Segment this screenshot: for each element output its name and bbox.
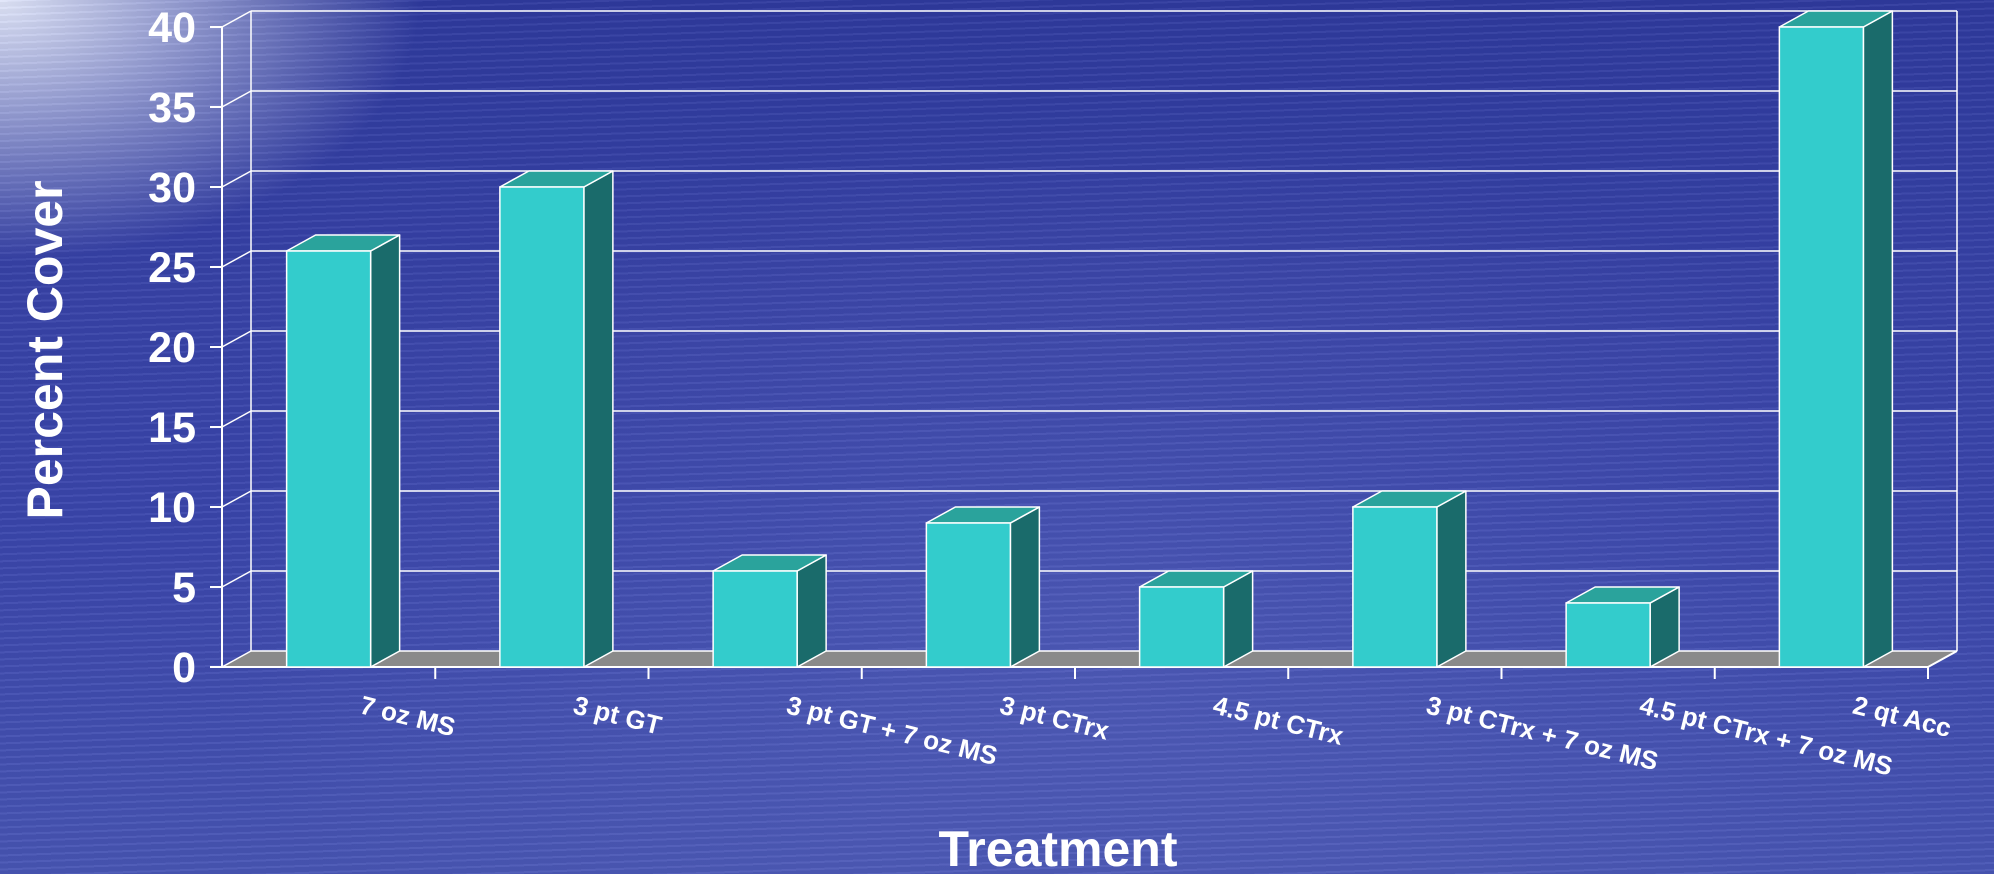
gridline-depth [221,170,252,188]
x-tick-labels: 7 oz MS 3 pt GT 3 pt GT + 7 oz MS3 pt CTrx… [357,690,1954,782]
chart-gridlines [221,10,1958,668]
gridline-depth [221,490,252,508]
bar-front [1138,586,1225,668]
bar-front [1352,506,1438,668]
y-tick-label: 35 [148,84,196,132]
y-tick-label: 10 [148,484,196,532]
bar-side [796,554,827,668]
bar-side [369,234,401,668]
bar [499,170,614,668]
x-axis-title: Treatment [939,821,1178,874]
x-tick-label: 4.5 pt CTrx [1210,690,1347,751]
y-tick-label: 25 [148,244,196,292]
y-tick-label: 5 [172,564,196,612]
x-tick-label: 3 pt GT [570,690,664,741]
chart-bars [285,10,1894,668]
x-tick-label: 3 pt GT + 7 oz MS [784,690,1001,771]
gridline-depth [221,250,252,268]
gridline-depth [221,90,252,108]
bar [1352,490,1467,668]
x-tick-label: 2 qt Acc [1850,690,1954,743]
y-tick-label: 20 [148,324,196,372]
bar [1138,570,1254,668]
y-axis-title: Percent Cover [17,180,73,519]
y-tick-label: 40 [148,4,196,52]
bar-front [712,570,798,668]
x-axis-depth-line [1927,650,1958,668]
gridline-depth [221,570,252,588]
bar-side [583,170,614,668]
floor-plane [222,651,1957,667]
chart-axes [210,26,1958,679]
y-tick-label: 30 [148,164,196,212]
gridline-depth [221,330,252,348]
gridline-depth [221,650,252,668]
x-tick-label: 7 oz MS [357,690,458,743]
bar [925,506,1041,668]
bar-side [1436,490,1467,668]
x-tick-label: 3 pt CTrx + 7 oz MS [1423,690,1661,777]
bar [712,554,827,668]
y-tick-labels: 0 5 10 15 20 25 30 35 40 [148,4,196,692]
x-tick-label: 3 pt CTrx [997,690,1113,746]
bar-side [1862,10,1894,668]
gridline-depth [221,10,252,28]
gridline-depth [221,410,252,428]
bar-side [1009,506,1041,668]
chart-floor [222,651,1957,667]
bar [1778,10,1894,668]
bar-front [499,186,585,668]
bar-front [1778,26,1865,668]
bar-front [925,522,1012,668]
bar [1565,586,1680,668]
bar-front [1565,602,1651,668]
bar [285,234,401,668]
y-tick-label: 15 [148,404,196,452]
y-tick-label: 0 [172,644,196,692]
bar-front [285,250,372,668]
